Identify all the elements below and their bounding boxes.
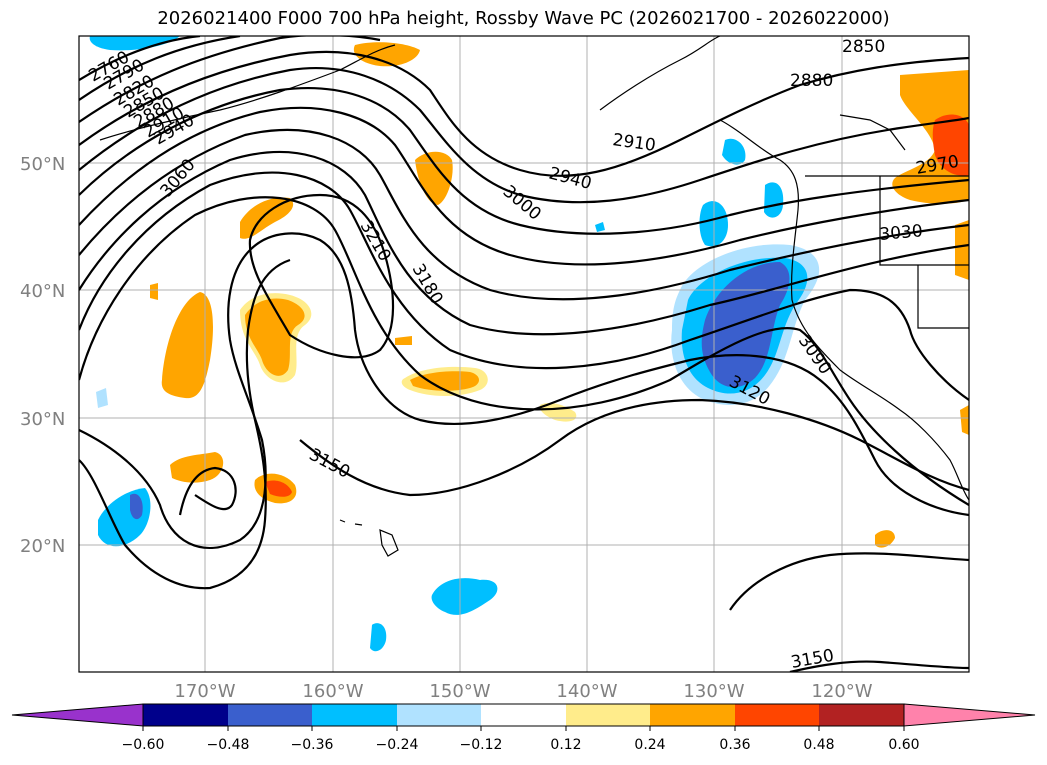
negative-anomaly-small xyxy=(431,578,498,615)
negative-anomaly-small xyxy=(89,36,180,51)
colorbar-segment xyxy=(397,704,481,726)
latitude-labels: 50°N 40°N 30°N 20°N xyxy=(20,154,65,557)
colorbar: −0.60 −0.48 −0.36 −0.24 −0.12 0.12 0.24 … xyxy=(11,703,1036,753)
positive-anomaly-region xyxy=(353,42,420,67)
colorbar-tick-label: −0.12 xyxy=(460,737,503,753)
negative-anomaly-small xyxy=(595,222,605,232)
positive-anomaly-region xyxy=(161,292,213,399)
colorbar-segment xyxy=(566,704,650,726)
map-area xyxy=(79,36,969,672)
colorbar-tick-label: 0.60 xyxy=(888,737,919,753)
colorbar-segment xyxy=(481,704,566,726)
coastlines xyxy=(99,36,969,557)
colorbar-extend-min xyxy=(11,703,144,727)
positive-anomaly-core xyxy=(410,371,479,391)
negative-anomaly-small xyxy=(130,493,143,520)
positive-anomaly-peak xyxy=(932,114,969,176)
map-title: 2026021400 F000 700 hPa height, Rossby W… xyxy=(157,8,890,29)
colorbar-segment xyxy=(819,704,904,726)
contour-label: 3030 xyxy=(879,221,924,245)
colorbar-tick-label: 0.12 xyxy=(550,737,581,753)
negative-anomaly-small xyxy=(722,138,746,165)
contour-label: 2850 xyxy=(842,37,885,57)
colorbar-segment xyxy=(650,704,735,726)
lat-label-40n: 40°N xyxy=(20,281,65,302)
positive-anomaly-region xyxy=(170,452,224,483)
positive-anomaly-core xyxy=(245,298,305,376)
colorbar-segment xyxy=(143,704,228,726)
positive-anomaly-region xyxy=(150,283,158,300)
negative-anomaly-small xyxy=(96,388,108,408)
colorbar-tick-label: −0.60 xyxy=(122,737,165,753)
lon-label-140w: 140°W xyxy=(556,681,617,702)
lon-label-120w: 120°W xyxy=(811,681,872,702)
map-frame xyxy=(78,35,970,673)
colorbar-tick-label: 0.24 xyxy=(634,737,665,753)
colorbar-tick-label: −0.24 xyxy=(376,737,419,753)
colorbar-extend-max xyxy=(903,703,1036,727)
negative-anomaly-small xyxy=(370,623,387,652)
positive-anomaly-region xyxy=(395,336,412,345)
colorbar-segment xyxy=(312,704,397,726)
lon-label-130w: 130°W xyxy=(683,681,744,702)
lat-label-50n: 50°N xyxy=(20,154,65,175)
lon-label-160w: 160°W xyxy=(302,681,363,702)
colorbar-segment xyxy=(735,704,819,726)
contour-label: 2880 xyxy=(790,71,833,91)
positive-anomaly-region xyxy=(875,530,895,548)
positive-anomaly-region xyxy=(960,405,969,435)
colorbar-tick-label: −0.48 xyxy=(207,737,250,753)
negative-anomaly-small xyxy=(764,182,784,218)
colorbar-tick-label: 0.36 xyxy=(719,737,750,753)
longitude-labels: 170°W 160°W 150°W 140°W 130°W 120°W xyxy=(174,681,872,702)
lon-label-170w: 170°W xyxy=(174,681,235,702)
colorbar-tick-label: 0.48 xyxy=(803,737,834,753)
lat-label-30n: 30°N xyxy=(20,409,65,430)
lat-label-20n: 20°N xyxy=(20,536,65,557)
positive-anomaly-region xyxy=(955,220,969,280)
colorbar-tick-label: −0.36 xyxy=(291,737,334,753)
positive-anomaly-peak xyxy=(265,480,292,497)
height-contours xyxy=(79,36,969,672)
lon-label-150w: 150°W xyxy=(429,681,490,702)
colorbar-segment xyxy=(228,704,312,726)
